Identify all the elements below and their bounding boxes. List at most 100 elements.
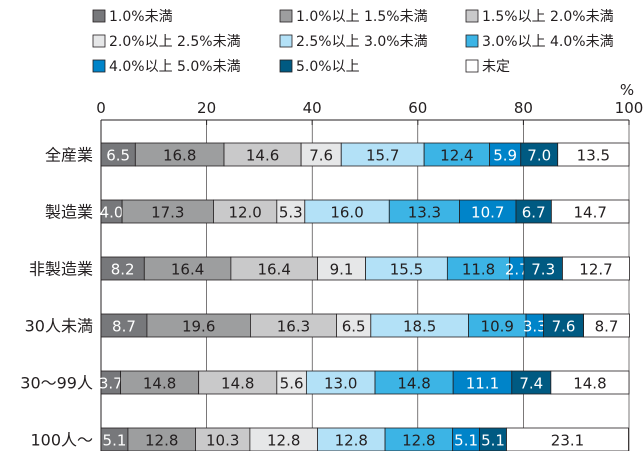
x-tick-label: 80	[514, 99, 533, 117]
data-label: 14.8	[573, 375, 606, 393]
legend-label: 1.0%未満	[109, 9, 173, 25]
data-label: 11.8	[462, 261, 495, 279]
data-label: 14.7	[573, 204, 606, 222]
bar-segment	[550, 370, 630, 395]
data-label: 5.1	[103, 432, 127, 450]
data-label: 3.3	[523, 318, 547, 336]
data-label: 12.7	[579, 261, 612, 279]
legend-item: 2.0%以上 2.5%未満	[92, 34, 241, 50]
data-label: 23.1	[551, 432, 584, 450]
legend-label: 3.0%以上 4.0%未満	[482, 34, 614, 50]
category-label: 全産業	[45, 146, 93, 165]
legend-item: 1.5%以上 2.0%未満	[465, 9, 614, 25]
legend-swatch	[279, 59, 293, 73]
data-label: 6.5	[342, 318, 366, 336]
category-label: 30〜99人	[20, 374, 93, 393]
bar-segment	[550, 199, 630, 224]
data-label: 5.1	[481, 432, 505, 450]
legend-swatch	[279, 34, 293, 48]
data-label: 5.1	[454, 432, 478, 450]
legend-swatch	[465, 9, 479, 23]
data-label: 3.7	[99, 375, 123, 393]
data-label: 16.4	[257, 261, 290, 279]
legend-item: 4.0%以上 5.0%未満	[92, 59, 241, 75]
data-label: 7.0	[527, 147, 551, 165]
bars: 6.5 16.8 14.6 7.6 15.7 12.4 5.9 7.0 13.5 4.0 17.3 1…	[99, 142, 630, 452]
data-label: 5.3	[279, 204, 303, 222]
data-label: 2.7	[505, 261, 529, 279]
data-label: 13.5	[577, 147, 610, 165]
bar-row: 4.0 17.3 12.0 5.3 16.0 13.3 10.7 6.7 14.7	[100, 199, 630, 224]
legend-swatch	[92, 59, 106, 73]
data-label: 12.8	[335, 432, 368, 450]
x-tick-label: 20	[197, 99, 216, 117]
data-label: 6.7	[522, 204, 546, 222]
bar-row: 3.7 14.8 14.8 5.6 13.0 14.8 11.1 7.4 14.8	[99, 370, 630, 395]
legend-item: 未定	[465, 59, 510, 75]
data-label: 12.8	[145, 432, 178, 450]
data-label: 7.3	[531, 261, 555, 279]
data-label: 15.7	[366, 147, 399, 165]
data-label: 14.8	[397, 375, 430, 393]
data-label: 17.3	[151, 204, 184, 222]
x-axis: 0 20 40 60 80 100%	[96, 81, 643, 451]
legend-label: 1.5%以上 2.0%未満	[482, 9, 614, 25]
data-label: 12.8	[267, 432, 300, 450]
x-tick-label: 100	[615, 99, 644, 117]
x-unit-label: %	[620, 81, 634, 99]
gridlines	[206, 120, 630, 451]
legend-swatch	[92, 9, 106, 23]
bar-segment	[562, 256, 630, 281]
legend-swatch	[465, 34, 479, 48]
data-label: 5.6	[280, 375, 304, 393]
bar-row: 8.2 16.4 16.4 9.1 15.5 11.8 2.7 7.3 12.7	[100, 256, 630, 281]
data-label: 12.8	[402, 432, 435, 450]
data-label: 12.0	[228, 204, 261, 222]
data-label: 13.3	[408, 204, 441, 222]
data-label: 14.8	[221, 375, 254, 393]
x-tick-label: 60	[408, 99, 427, 117]
legend-label: 2.5%以上 3.0%未満	[296, 34, 428, 50]
x-tick-label: 40	[303, 99, 322, 117]
data-label: 12.4	[440, 147, 473, 165]
data-label: 18.5	[403, 318, 436, 336]
data-label: 16.3	[277, 318, 310, 336]
data-label: 8.7	[112, 318, 136, 336]
category-label: 製造業	[45, 203, 93, 222]
data-label: 10.7	[471, 204, 504, 222]
bar-row: 6.5 16.8 14.6 7.6 15.7 12.4 5.9 7.0 13.5	[100, 142, 630, 167]
data-label: 14.6	[246, 147, 279, 165]
data-label: 4.0	[100, 204, 124, 222]
data-label: 6.5	[106, 147, 130, 165]
data-label: 13.0	[324, 375, 357, 393]
legend-item: 3.0%以上 4.0%未満	[465, 34, 614, 50]
bar-segment	[583, 313, 630, 338]
data-label: 7.6	[309, 147, 333, 165]
legend-item: 1.0%以上 1.5%未満	[279, 9, 428, 25]
legend-item: 2.5%以上 3.0%未満	[279, 34, 428, 50]
data-label: 16.4	[171, 261, 204, 279]
data-label: 5.9	[493, 147, 517, 165]
x-tick-label: 0	[96, 99, 106, 117]
category-label: 100人〜	[30, 431, 93, 450]
legend-label: 1.0%以上 1.5%未満	[296, 9, 428, 25]
legend-item: 5.0%以上	[279, 59, 360, 75]
legend-swatch	[279, 9, 293, 23]
bar-segment	[557, 142, 630, 167]
data-label: 16.8	[163, 147, 196, 165]
legend-item: 1.0%未満	[92, 9, 173, 25]
legend-label: 2.0%以上 2.5%未満	[109, 34, 241, 50]
bar-row: 8.7 19.6 16.3 6.5 18.5 10.9 3.3 7.6 8.7	[100, 313, 630, 338]
data-label: 14.8	[143, 375, 176, 393]
data-label: 11.1	[466, 375, 499, 393]
legend-label: 未定	[482, 59, 510, 75]
data-label: 9.1	[330, 261, 354, 279]
category-label: 30人未満	[25, 317, 93, 336]
data-label: 10.3	[206, 432, 239, 450]
data-label: 7.4	[519, 375, 543, 393]
data-label: 10.9	[481, 318, 514, 336]
legend-label: 5.0%以上	[296, 59, 360, 75]
legend-label: 4.0%以上 5.0%未満	[109, 59, 241, 75]
